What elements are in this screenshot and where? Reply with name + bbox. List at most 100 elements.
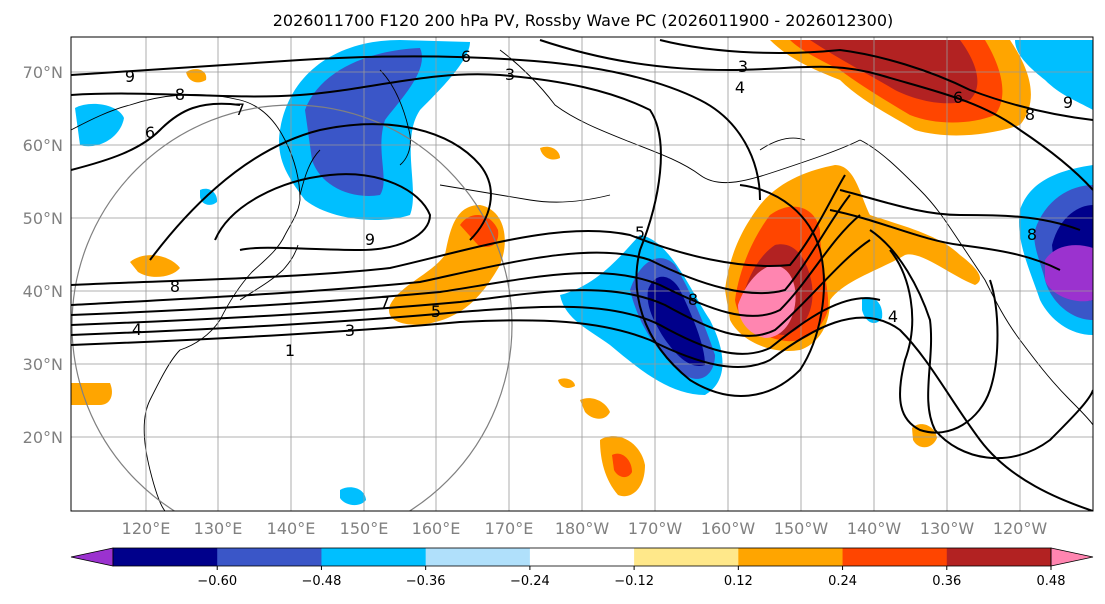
contour-label: 4 [735,78,745,97]
colorbar-tick-label: −0.60 [197,574,237,589]
colorbar-swatch [946,548,1052,566]
pos-anomaly-150w-core [738,265,796,338]
pv-contour-10 [659,39,1093,121]
pv-contour-13 [214,173,432,252]
contour-label: 3 [505,65,515,84]
pv-contour-11 [869,229,1093,460]
contour-label: 3 [345,321,355,340]
contour-label: 3 [738,57,748,76]
neg-anomaly-small-1 [862,296,883,324]
pv-contour-16 [839,189,1081,231]
contour-label: 5 [431,302,441,321]
coast-alaska [499,49,861,184]
coast-japan [239,244,299,301]
contour-label: 9 [1063,93,1073,112]
coast-asia-north [71,94,301,236]
lon-label: 140°E [267,519,316,538]
colorbar-tick-label: −0.36 [406,574,446,589]
coast-sakhalin [299,149,321,196]
contour-label: 6 [953,88,963,107]
lat-label: 30°N [23,355,63,374]
contour-label: 1 [285,341,295,360]
lon-label: 120°W [993,519,1048,538]
colorbar-swatch [842,548,948,566]
pos-anomaly-small-5 [540,146,560,160]
contour-label: 6 [461,47,471,66]
lon-label: 160°W [701,519,756,538]
pv-contour-2 [71,297,881,355]
neg-anomaly-small-3 [200,188,218,205]
colorbar-ticks: −0.60 −0.48 −0.36 −0.24 −0.12 0.12 0.24 0.36 0.4… [197,566,1066,589]
lon-label: 160°E [412,519,461,538]
pos-anomaly-small-1 [580,398,610,419]
colorbar-tick-label: 0.36 [932,574,961,589]
coast-na-west [859,139,1093,426]
colorbar-swatch [425,548,531,566]
pv-contour-14 [149,123,492,261]
contour-label: 5 [635,223,645,242]
contour-labels: 9 8 7 6 6 3 4 3 6 8 9 9 5 8 7 5 8 4 3 1 … [125,47,1073,360]
colorbar-tick-label: 0.24 [828,574,857,589]
contour-label: 7 [235,100,245,119]
colorbar-swatch [321,548,427,566]
longitude-labels: 120°E 130°E 140°E 150°E 160°E 170°E 180°… [122,519,1048,538]
contour-label: 8 [170,277,180,296]
contour-label: 6 [145,123,155,142]
pv-contour-4 [71,214,861,317]
pv-contour-3 [71,239,871,337]
neg-anomaly-west [75,103,124,147]
colorbar-swatch [634,548,739,566]
pos-anomaly-small-3 [558,378,575,388]
colorbar-frame [112,547,1052,567]
neg-anomaly-central-core [647,276,705,366]
contour-label: 7 [380,293,390,312]
lon-label: 150°E [340,519,389,538]
lat-label: 20°N [23,428,63,447]
graticule [71,37,1093,511]
pv-contour-9 [539,39,1093,191]
colorbar-tick-label: −0.12 [614,574,654,589]
colorbar-swatch [529,548,635,566]
lon-label: 130°E [194,519,243,538]
neg-anomaly-ne [1015,40,1093,110]
pv-contour-12 [889,249,999,434]
map-layers: 9 8 7 6 6 3 4 3 6 8 9 9 5 8 7 5 8 4 3 1 … [71,37,1093,511]
contour-label: 8 [1027,225,1037,244]
contour-label: 8 [175,85,185,104]
lat-label: 40°N [23,282,63,301]
contour-label: 8 [688,290,698,309]
coast-aleutians [439,184,611,203]
figure-title: 2026011700 F120 200 hPa PV, Rossby Wave … [273,11,894,30]
pos-anomaly-sw-core [612,453,632,478]
contour-label: 4 [888,307,898,326]
pv-contour-5 [71,194,851,306]
colorbar-swatch [113,548,218,566]
pv-contours [71,39,1093,511]
pos-anomaly-jp [130,255,180,277]
pv-contour-15 [71,102,241,171]
coast-kamchatka [379,69,411,166]
contour-label: 8 [1025,105,1035,124]
contour-label: 9 [125,67,135,86]
contour-label: 4 [132,320,142,339]
lon-label: 180°W [555,519,610,538]
colorbar-tick-label: 0.48 [1037,574,1066,589]
colorbar-swatch [217,548,322,566]
pos-anomaly-west-edge [71,383,112,405]
pv-contour-6 [71,174,846,286]
map-frame [70,36,1094,512]
pv-contour-8 [71,55,761,201]
lon-label: 170°E [485,519,534,538]
colorbar [70,547,1094,567]
contour-label: 9 [365,230,375,249]
lon-label: 150°W [774,519,829,538]
pv-contour-7 [71,73,825,397]
neg-anomaly-core [305,48,422,196]
pos-anomaly-small-4 [186,69,207,83]
lat-label: 50°N [23,209,63,228]
neg-anomaly-east-extreme [1045,245,1093,302]
colorbar-tick-label: −0.48 [302,574,342,589]
colorbar-extend-max [1050,547,1094,567]
latitude-labels: 70°N 60°N 50°N 40°N 30°N 20°N [23,63,63,447]
